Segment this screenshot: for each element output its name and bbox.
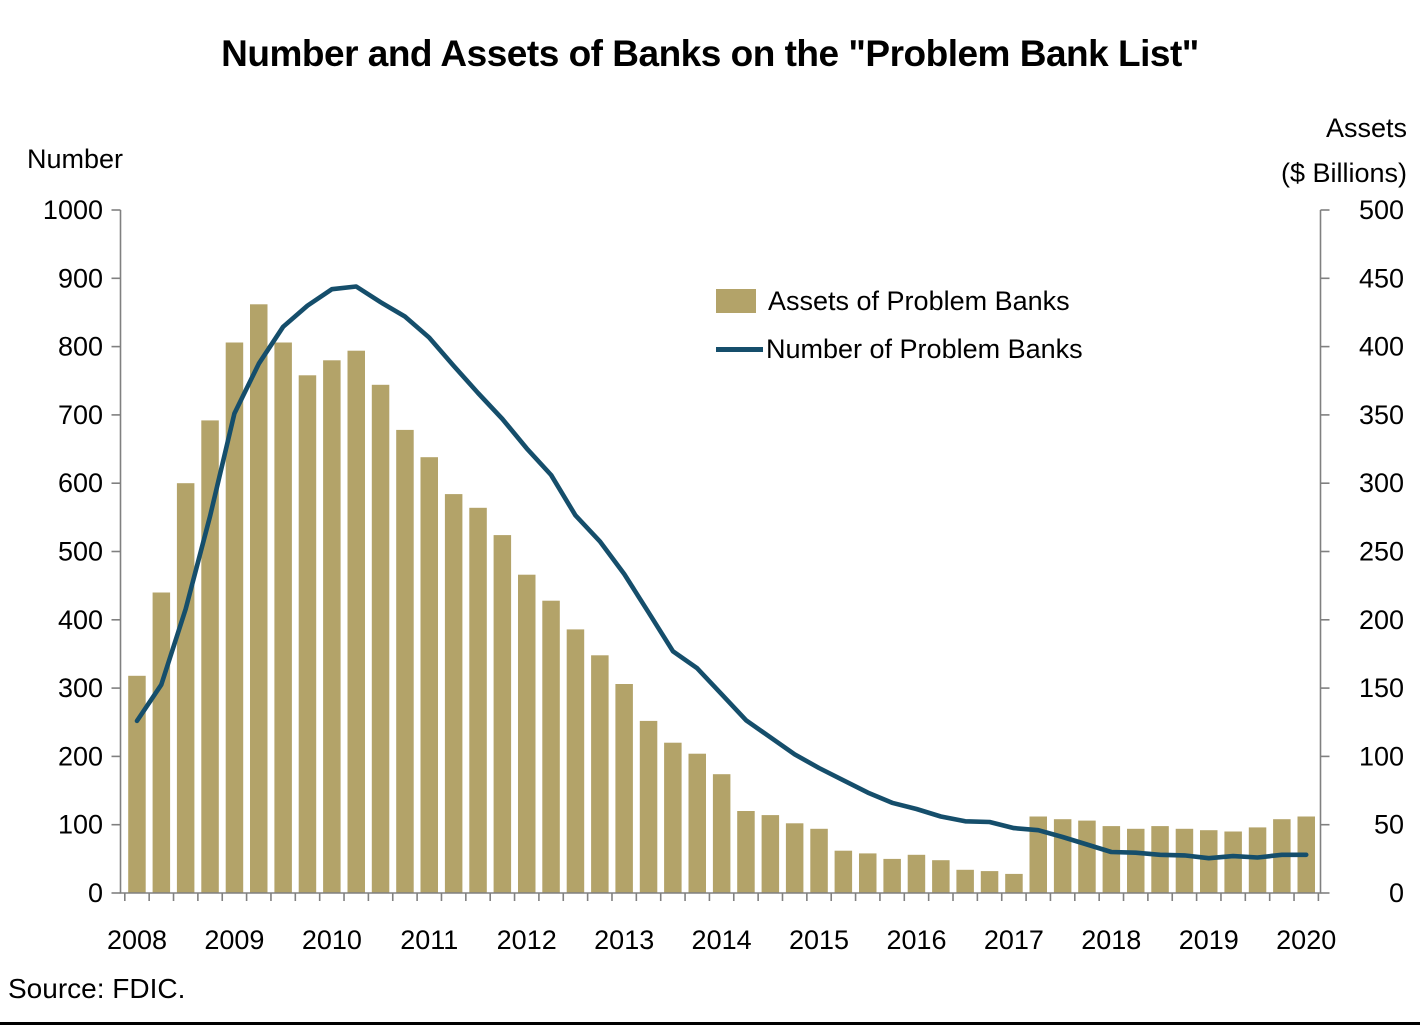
legend-label-assets: Assets of Problem Banks xyxy=(768,285,1070,316)
x-tick-label: 2008 xyxy=(107,925,167,955)
right-tick-label: 300 xyxy=(1359,468,1404,498)
right-tick-label: 400 xyxy=(1359,332,1404,362)
right-tick-label: 350 xyxy=(1359,400,1404,430)
bar-assets xyxy=(591,655,609,893)
x-tick-label: 2012 xyxy=(497,925,557,955)
bar-assets xyxy=(1175,828,1194,893)
number-line xyxy=(134,284,1309,861)
bar-assets xyxy=(1053,819,1072,893)
x-tick-label: 2019 xyxy=(1179,925,1239,955)
left-tick-label: 300 xyxy=(58,673,103,703)
bar-assets xyxy=(1029,816,1047,893)
bar-assets xyxy=(420,457,438,893)
left-tick-label: 700 xyxy=(58,400,103,430)
left-tick-label: 200 xyxy=(58,741,103,771)
chart-title: Number and Assets of Banks on the "Probl… xyxy=(221,33,1199,74)
bar-assets xyxy=(737,811,755,893)
bar-assets xyxy=(250,304,268,893)
bar-assets xyxy=(128,675,146,893)
bar-assets xyxy=(444,494,463,893)
bottom-divider xyxy=(0,1022,1420,1025)
bar-assets xyxy=(834,850,853,893)
bar-assets xyxy=(1200,830,1218,893)
left-tick-label: 1000 xyxy=(43,195,103,225)
right-axis-title: Assets ($ Billions) xyxy=(1281,106,1407,196)
x-tick-label: 2016 xyxy=(886,925,946,955)
bar-assets xyxy=(469,507,487,893)
right-tick-label: 50 xyxy=(1374,810,1404,840)
bar-assets xyxy=(859,853,877,893)
bar-assets xyxy=(152,592,171,893)
x-tick-label: 2010 xyxy=(302,925,362,955)
bar-swatch-icon xyxy=(716,289,756,313)
line-swatch-icon xyxy=(716,346,763,352)
bar-assets xyxy=(1005,873,1023,893)
bar-assets xyxy=(1102,826,1121,893)
bar-assets xyxy=(688,753,706,893)
bar-assets xyxy=(347,350,365,893)
left-axis-title: Number xyxy=(27,144,124,174)
bar-assets xyxy=(932,860,950,893)
right-tick-label: 200 xyxy=(1359,605,1404,635)
bar-assets xyxy=(396,429,414,893)
right-tick-label: 450 xyxy=(1359,263,1404,293)
x-tick-label: 2015 xyxy=(789,925,849,955)
legend-label-number: Number of Problem Banks xyxy=(766,333,1083,364)
bar-assets xyxy=(980,871,999,893)
right-axis-title-line2: ($ Billions) xyxy=(1280,158,1407,188)
x-tick-label: 2017 xyxy=(984,925,1044,955)
x-tick-label: 2011 xyxy=(400,925,458,955)
right-tick-label: 100 xyxy=(1359,741,1404,771)
bar-assets xyxy=(785,823,804,893)
right-tick-label: 250 xyxy=(1359,537,1404,567)
bar-assets xyxy=(176,483,195,893)
bar-assets xyxy=(518,574,536,893)
right-tick-label: 0 xyxy=(1389,878,1404,908)
bar-assets xyxy=(639,720,658,893)
left-tick-label: 900 xyxy=(58,263,103,293)
bar-assets xyxy=(1127,828,1145,893)
bar-assets xyxy=(225,342,244,893)
right-tick-label: 500 xyxy=(1359,195,1404,225)
left-tick-label: 400 xyxy=(58,605,103,635)
x-tick-label: 2009 xyxy=(204,925,264,955)
left-tick-label: 500 xyxy=(58,537,103,567)
legend-item-number: Number of Problem Banks xyxy=(716,334,1083,364)
bar-assets xyxy=(566,629,585,893)
bar-assets xyxy=(1224,831,1242,893)
bar-assets xyxy=(371,384,390,893)
legend: Assets of Problem Banks Number of Proble… xyxy=(716,286,1083,364)
x-tick-label: 2020 xyxy=(1276,925,1336,955)
x-tick-label: 2014 xyxy=(692,925,752,955)
bar-assets xyxy=(298,375,317,893)
bar-assets xyxy=(664,742,682,893)
source-note: Source: FDIC. xyxy=(8,973,186,1004)
right-tick-label: 150 xyxy=(1359,673,1404,703)
bar-assets xyxy=(1151,826,1169,893)
bar-assets xyxy=(274,342,292,893)
bar-assets xyxy=(810,828,828,893)
x-tick-label: 2018 xyxy=(1081,925,1141,955)
bar-assets xyxy=(761,815,780,893)
left-tick-label: 800 xyxy=(58,332,103,362)
left-tick-label: 0 xyxy=(88,878,103,908)
bar-assets xyxy=(615,684,633,893)
bar-assets xyxy=(1078,820,1096,893)
bar-assets xyxy=(956,869,974,893)
left-tick-label: 600 xyxy=(58,468,103,498)
bar-assets xyxy=(883,858,901,893)
bar-assets xyxy=(542,600,560,893)
right-axis-title-line1: Assets xyxy=(1325,113,1407,143)
x-tick-label: 2013 xyxy=(594,925,654,955)
legend-item-assets: Assets of Problem Banks xyxy=(716,286,1083,316)
bar-assets xyxy=(712,774,731,893)
bar-assets xyxy=(907,854,926,893)
left-tick-label: 100 xyxy=(58,810,103,840)
bar-assets xyxy=(1248,827,1267,893)
bar-assets xyxy=(493,535,512,893)
bar-assets xyxy=(323,360,341,893)
